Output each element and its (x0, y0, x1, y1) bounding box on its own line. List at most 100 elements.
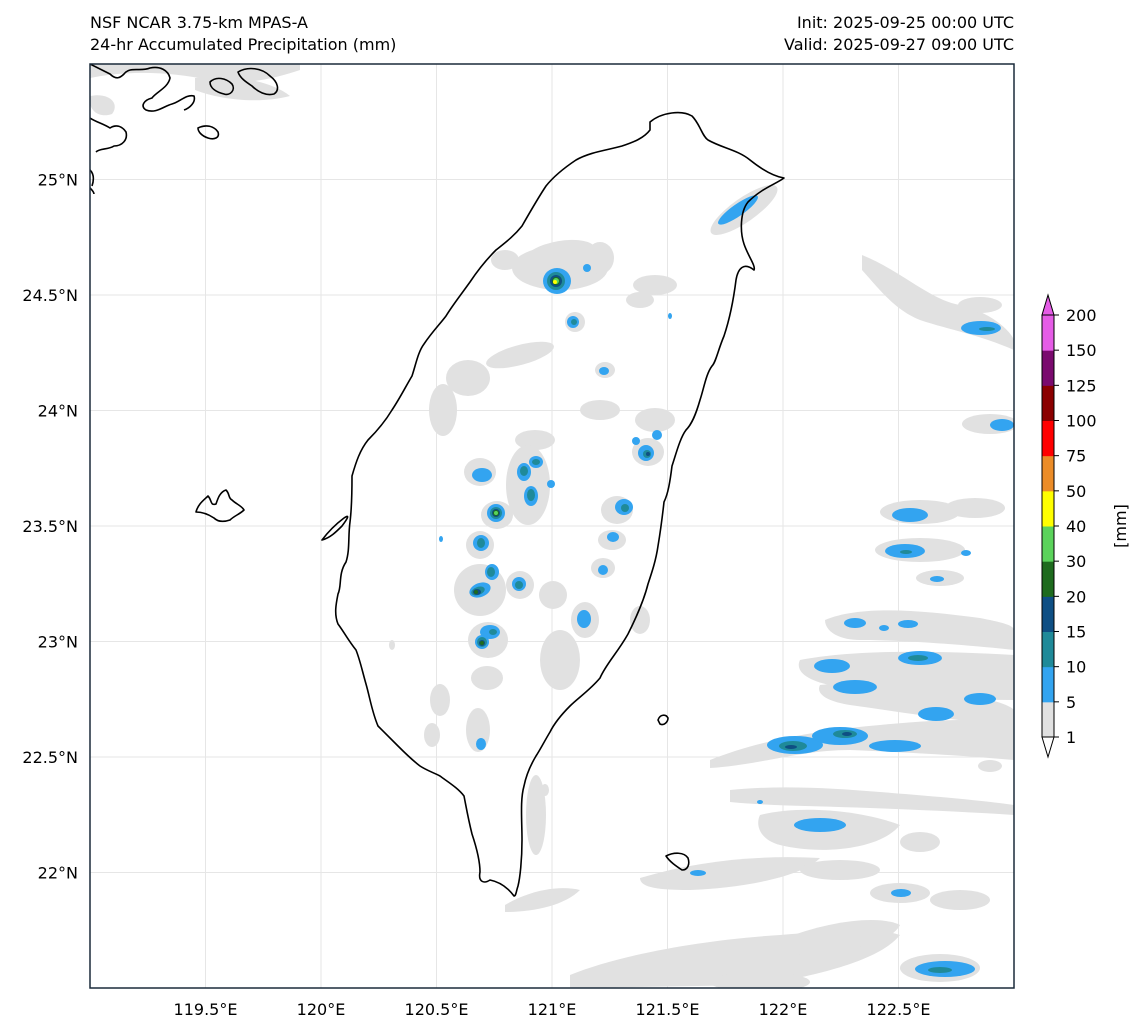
precip-area (526, 775, 546, 855)
colorbar-level-label: 20 (1066, 587, 1086, 606)
precip-area (710, 719, 1014, 768)
precip-area (491, 250, 519, 270)
precip-area (541, 784, 549, 796)
precip-area (690, 870, 706, 876)
island-penghu (195, 489, 245, 523)
colorbar-level-label: 10 (1066, 658, 1086, 677)
precip-area (652, 430, 662, 440)
precip-area (958, 297, 1002, 313)
precip-area (527, 489, 535, 501)
precip-area (780, 920, 900, 955)
precip-area (814, 659, 850, 673)
lat-tick-label: 23.5°N (22, 517, 78, 536)
precip-area (646, 452, 650, 456)
lon-tick-label: 120°E (297, 1000, 346, 1019)
precip-area (869, 740, 921, 752)
precip-area (524, 239, 596, 271)
precip-area (730, 787, 1014, 815)
precip-area (978, 760, 1002, 772)
precip-area (794, 818, 846, 832)
colorbar-level-label: 125 (1066, 376, 1097, 395)
precip-area (553, 280, 557, 284)
precip-area (547, 480, 555, 488)
lat-tick-label: 23°N (38, 633, 78, 652)
island-green (657, 714, 669, 726)
precip-area (800, 860, 880, 880)
mainland-coast (90, 64, 279, 195)
precip-area (819, 683, 1014, 725)
taiwan-coastline (334, 111, 785, 897)
colorbar-extend-min (1041, 736, 1055, 759)
precip-area (571, 319, 577, 325)
precip-area (599, 367, 609, 375)
precip-area (918, 707, 954, 721)
precip-area (515, 430, 555, 450)
lon-tick-label: 122°E (759, 1000, 808, 1019)
map-title-right: Init: 2025-09-25 00:00 UTC Valid: 2025-0… (784, 12, 1014, 56)
precip-area (898, 620, 918, 628)
latitude-labels: 22°N 22.5°N 23°N 23.5°N 24°N 24.5°N 25°N (22, 171, 78, 883)
colorbar-level-label: 40 (1066, 517, 1086, 536)
precip-area (990, 419, 1014, 431)
colorbar-swatch (1042, 666, 1054, 703)
colorbar-swatch (1042, 315, 1054, 351)
precip-area (439, 536, 443, 542)
colorbar-swatch (1042, 631, 1054, 668)
precip-area (494, 511, 498, 515)
precip-area (945, 498, 1005, 518)
precip-area (429, 384, 457, 436)
init-time: Init: 2025-09-25 00:00 UTC (796, 13, 1014, 32)
precip-area (632, 437, 640, 445)
precip-area (785, 745, 797, 749)
lat-tick-label: 25°N (38, 171, 78, 190)
lat-tick-label: 22°N (38, 864, 78, 883)
precip-area (586, 242, 614, 274)
precip-area (930, 890, 990, 910)
precip-area (626, 292, 654, 308)
precip-area (476, 738, 486, 750)
precip-area (532, 459, 540, 465)
colorbar-swatch (1042, 350, 1054, 386)
colorbar-level-label: 150 (1066, 341, 1097, 360)
island-penghu-small (321, 515, 349, 541)
precip-area (964, 693, 996, 705)
precip-area (825, 610, 1014, 650)
colorbar-swatch (1042, 526, 1054, 562)
colorbar-swatch (1042, 701, 1054, 738)
precip-area (640, 857, 820, 890)
lon-tick-label: 121°E (528, 1000, 577, 1019)
plot-area (90, 64, 1014, 988)
colorbar-level-label: 75 (1066, 447, 1086, 466)
precip-area (577, 610, 591, 628)
coastlines (90, 64, 785, 897)
colorbar-level-label: 50 (1066, 482, 1086, 501)
precip-area (486, 341, 554, 369)
precip-area (474, 590, 478, 594)
precip-area (908, 655, 928, 661)
precip-area (844, 618, 866, 628)
map-title-left: NSF NCAR 3.75-km MPAS-A 24-hr Accumulate… (90, 12, 396, 56)
precip-area (389, 640, 395, 650)
precip-area (505, 888, 580, 912)
precip-area (515, 581, 523, 589)
colorbar-swatch (1042, 455, 1054, 492)
precip-area (430, 684, 450, 716)
precip-area (961, 550, 971, 556)
precip-area (424, 723, 440, 747)
lon-tick-label: 120.5°E (405, 1000, 469, 1019)
precip-area (90, 95, 115, 116)
precip-area (892, 508, 928, 522)
colorbar-swatch (1042, 596, 1054, 632)
precip-area (635, 408, 675, 432)
colorbar-level-label: 100 (1066, 412, 1097, 431)
plot-frame (89, 63, 1015, 989)
lon-tick-label: 119.5°E (174, 1000, 238, 1019)
precip-area (833, 680, 877, 694)
lat-tick-label: 22.5°N (22, 748, 78, 767)
lat-tick-label: 24.5°N (22, 286, 78, 305)
colorbar-swatch (1042, 420, 1054, 457)
precip-peak-areas (553, 280, 557, 284)
precip-area (539, 581, 567, 609)
precip-area (879, 625, 889, 631)
